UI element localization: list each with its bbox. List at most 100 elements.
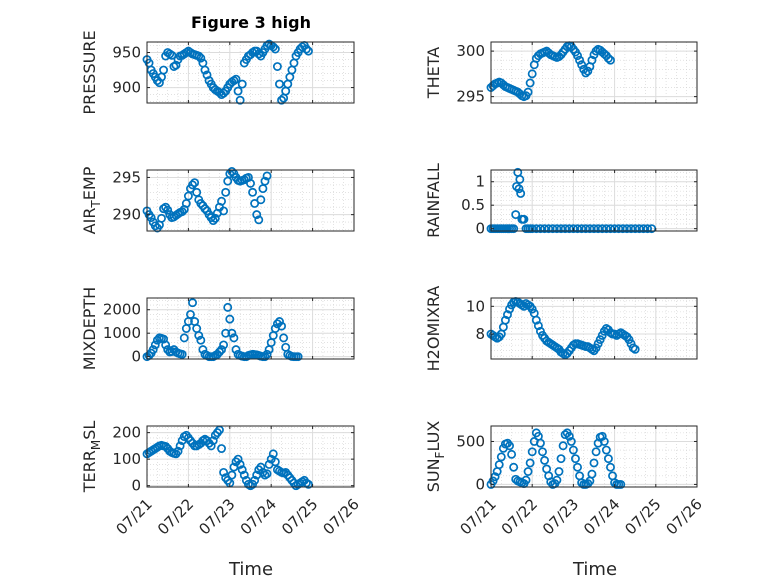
x-tick-label: 07/26 [320,495,363,538]
data-point [589,458,599,468]
x-tick-label: 07/25 [278,495,321,538]
data-point [219,88,229,98]
data-point [597,224,607,234]
data-point [556,454,566,464]
data-point [219,340,229,350]
y-axis-label: TERRMSL [80,421,103,494]
data-point [221,187,231,197]
data-point [196,335,206,345]
subplot-rainfall: 0 0.5 1 RAINFALL [424,163,698,238]
axes-box [146,169,355,232]
y-axis-label: PRESSURE [80,30,99,114]
data-point [250,199,260,208]
y-tick-label: 500 [456,432,485,450]
data-point [630,344,640,354]
x-tick-label: 07/24 [580,495,623,538]
data-point [262,349,272,359]
data-point [523,467,533,476]
data-point [577,224,587,234]
y-axis-label: THETA [424,47,443,99]
axes-box [146,41,355,104]
data-point [229,333,239,343]
y-axis-label: RAINFALL [424,163,443,238]
data-point [217,444,226,453]
data-point [490,472,500,482]
x-axis-label-right: Time [572,559,617,580]
y-axis-label: MIXDEPTH [80,287,99,370]
data-point [239,470,249,480]
data-point [554,467,564,476]
data-point [564,431,574,441]
data-point [573,224,582,234]
data-point [262,469,272,479]
data-point [583,66,593,76]
data-point [163,345,173,355]
data-point [173,446,183,456]
y-tick-label: 10 [466,297,485,315]
data-point [256,195,266,205]
data-point [618,224,628,234]
data-point [511,210,521,220]
data-point [538,447,547,457]
data-point [603,53,613,63]
data-point [210,213,220,223]
data-point [573,462,582,472]
y-tick-label: 1 [475,173,485,191]
data-point [208,216,218,226]
data-point [515,174,525,184]
data-point [616,479,626,489]
data-point [150,340,160,350]
x-tick-label: 07/23 [195,495,238,538]
y-tick-label: 300 [456,42,485,60]
data-point [509,224,519,234]
data-point [500,315,510,325]
data-point [161,340,171,350]
data-point [248,187,258,197]
data-point [606,55,615,65]
data-point [610,224,620,234]
data-point [233,86,243,96]
data-point [581,224,591,234]
subplot-h2omixra: 8 10 H2OMIXRA [424,286,698,372]
data-point [503,310,512,320]
data-point [227,470,237,480]
subplot-terr-msl: 0 100 200 TERRMSL 07/2107/2207/2307/2407/250… [80,421,363,539]
x-tick-label: 07/21 [113,495,156,538]
data-point [601,224,611,234]
y-tick-label: 200 [112,424,141,442]
data-point [527,69,537,79]
data-point [494,460,504,470]
y-axis-label: H2OMIXRA [424,286,443,372]
data-point [217,196,226,206]
data-point [277,95,286,105]
data-point [223,302,233,312]
data-point [188,180,197,190]
data-point [275,79,284,89]
data-point [177,349,187,359]
data-point [535,224,545,234]
data-point [270,457,280,467]
data-point [268,42,278,52]
data-point [556,224,566,234]
data-point [560,224,570,234]
data-point [219,206,229,216]
data-point [159,65,169,75]
data-point [237,79,247,89]
data-point [258,184,268,194]
y-tick-label: 950 [112,44,141,62]
data-point [519,214,529,224]
data-point [587,55,597,65]
y-tick-label: 0 [131,477,141,495]
data-point [214,347,224,357]
data-point [194,51,204,61]
axes-box [490,425,698,488]
data-point [568,445,578,455]
data-point [272,62,282,71]
data-point [540,224,550,234]
data-point [289,58,299,68]
y-axis-label: SUNFLUX [424,421,447,493]
data-point [146,213,156,223]
axes-box [146,425,355,488]
data-point [573,51,582,61]
data-point [281,86,291,96]
